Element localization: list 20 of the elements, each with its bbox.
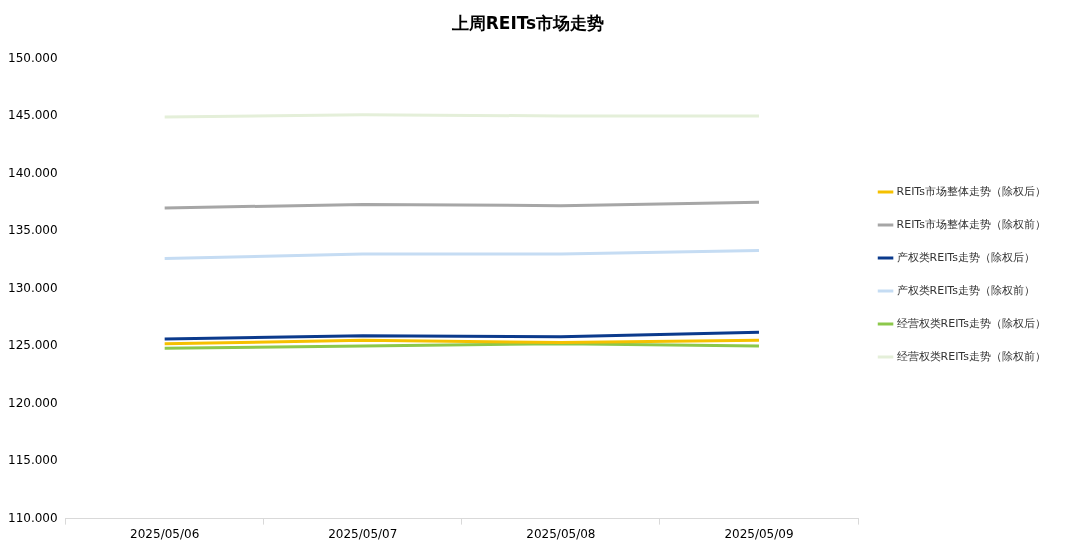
y-tick-label: 120.000 (8, 395, 58, 410)
y-tick-label: 110.000 (8, 510, 58, 525)
x-tick-label: 2025/05/09 (724, 526, 794, 541)
legend-label: 经营权类REITs走势（除权前） (896, 349, 1046, 363)
y-tick-label: 140.000 (8, 165, 58, 180)
legend-label: 产权类REITs走势（除权后） (896, 250, 1035, 264)
y-tick-label: 125.000 (8, 338, 58, 353)
y-tick-label: 115.000 (8, 453, 58, 468)
x-tick-label: 2025/05/06 (130, 526, 200, 541)
y-tick-label: 145.000 (8, 108, 58, 123)
legend-label: 产权类REITs走势（除权前） (896, 283, 1035, 297)
legend-label: REITs市场整体走势（除权后） (896, 184, 1046, 198)
legend-label: 经营权类REITs走势（除权后） (896, 316, 1046, 330)
x-tick-label: 2025/05/07 (328, 526, 398, 541)
y-tick-label: 135.000 (8, 223, 58, 238)
y-tick-label: 130.000 (8, 280, 58, 295)
chart-title: 上周REITs市场走势 (450, 12, 605, 33)
x-tick-label: 2025/05/08 (526, 526, 596, 541)
legend-label: REITs市场整体走势（除权前） (896, 217, 1046, 231)
y-tick-label: 150.000 (8, 50, 58, 65)
